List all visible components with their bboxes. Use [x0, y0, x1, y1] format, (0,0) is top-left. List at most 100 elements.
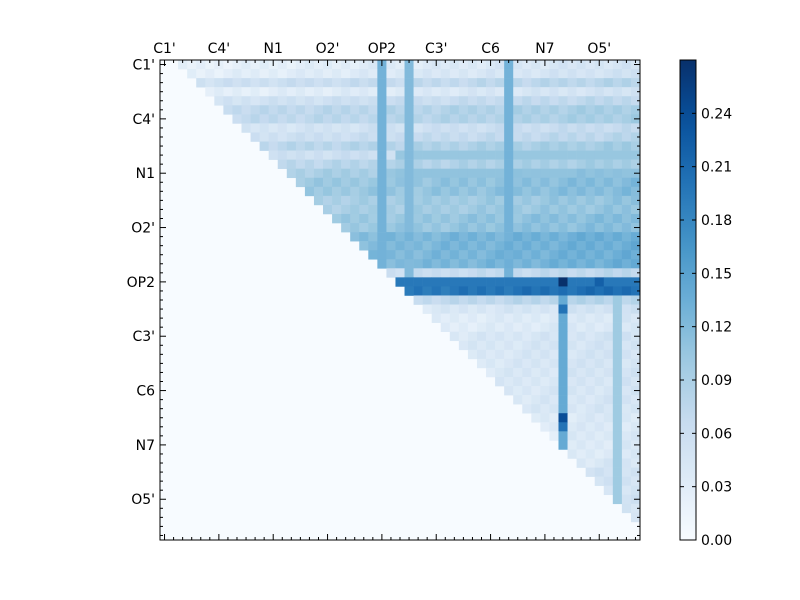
heatmap-cell [395, 259, 405, 269]
heatmap-cell [594, 376, 605, 387]
heatmap-cell [558, 204, 568, 215]
heatmap-cell [513, 358, 523, 369]
heatmap-cell [522, 105, 532, 115]
heatmap-cell [368, 186, 378, 197]
heatmap-cell [413, 213, 423, 224]
heatmap-cell [612, 322, 623, 332]
heatmap-cell [422, 132, 432, 142]
heatmap-cell [504, 241, 514, 251]
heatmap-cell [386, 150, 396, 160]
heatmap-cell [395, 69, 405, 79]
heatmap-cell [585, 195, 596, 206]
heatmap-cell [295, 78, 306, 88]
heatmap-cell [558, 404, 568, 414]
heatmap-cell [268, 96, 279, 106]
heatmap-cell [594, 250, 605, 260]
heatmap-cell [304, 123, 315, 133]
heatmap-cell [486, 250, 496, 260]
heatmap-cell [495, 150, 505, 160]
heatmap-cell [350, 223, 360, 233]
heatmap-cell [621, 449, 632, 459]
heatmap-cell [603, 349, 614, 360]
heatmap-cell [241, 78, 251, 88]
heatmap-cell [241, 114, 251, 124]
heatmap-cell [558, 268, 568, 278]
heatmap-cell [440, 150, 451, 160]
heatmap-cell [476, 322, 487, 332]
heatmap-cell [531, 159, 541, 169]
heatmap-cell [549, 367, 559, 378]
heatmap-cell [341, 105, 351, 115]
heatmap-cell [223, 60, 233, 70]
heatmap-cell [540, 259, 550, 269]
heatmap-cell [458, 313, 469, 323]
heatmap-cell [531, 376, 541, 387]
heatmap-cell [449, 322, 460, 332]
heatmap-cell [603, 195, 614, 206]
heatmap-cell [413, 96, 423, 106]
heatmap-cell [458, 60, 469, 70]
heatmap-cell [594, 241, 605, 251]
heatmap-cell [612, 232, 623, 242]
heatmap-cell [341, 204, 351, 215]
heatmap-cell [495, 132, 505, 142]
heatmap-cell [404, 241, 414, 251]
heatmap-cell [458, 141, 469, 151]
heatmap-cell [585, 78, 596, 88]
heatmap-cell [377, 250, 387, 260]
heatmap-cell [476, 259, 487, 269]
heatmap-cell [304, 96, 315, 106]
heatmap-cell [594, 69, 605, 79]
heatmap-cell [486, 277, 496, 287]
heatmap-cell [413, 250, 423, 260]
heatmap-cell [431, 268, 442, 278]
heatmap-cell [594, 367, 605, 378]
heatmap-cell [277, 132, 288, 142]
heatmap-cell [540, 331, 550, 342]
heatmap-cell [585, 367, 596, 378]
heatmap-cell [495, 313, 505, 323]
heatmap-cell [431, 186, 442, 197]
heatmap-cell [440, 186, 451, 197]
heatmap-cell [576, 132, 586, 142]
heatmap-cell [431, 213, 442, 224]
heatmap-cell [359, 223, 369, 233]
heatmap-cell [540, 268, 550, 278]
heatmap-cell [205, 87, 215, 97]
heatmap-cell [368, 168, 378, 179]
heatmap-cell [567, 114, 577, 124]
heatmap-cell [612, 268, 623, 278]
heatmap-cell [549, 232, 559, 242]
heatmap-cell [458, 123, 469, 133]
heatmap-cell [476, 304, 487, 314]
heatmap-cell [630, 358, 641, 369]
heatmap-cell [576, 141, 586, 151]
heatmap-cell [585, 386, 596, 396]
heatmap-cell [422, 123, 432, 133]
heatmap-cell [449, 259, 460, 269]
heatmap-cell [612, 123, 623, 133]
heatmap-cell [576, 150, 586, 160]
heatmap-cell [277, 150, 288, 160]
heatmap-cell [467, 60, 478, 70]
heatmap-cell [495, 177, 505, 188]
heatmap-cell [341, 132, 351, 142]
heatmap-cell [467, 159, 478, 169]
heatmap-cell [585, 96, 596, 106]
heatmap-cell [431, 141, 442, 151]
heatmap-cell [630, 295, 641, 305]
heatmap-cell [504, 367, 514, 378]
heatmap-cell [440, 141, 451, 151]
heatmap-cell [603, 367, 614, 378]
heatmap-cell [576, 259, 586, 269]
heatmap-cell [621, 105, 632, 115]
heatmap-cell [621, 204, 632, 215]
heatmap-cell [476, 349, 487, 360]
heatmap-cell [513, 105, 523, 115]
heatmap-cell [513, 268, 523, 278]
heatmap-cell [621, 313, 632, 323]
heatmap-cell [594, 422, 605, 432]
heatmap-cell [531, 322, 541, 332]
heatmap-cell [295, 87, 306, 97]
heatmap-cell [585, 304, 596, 314]
